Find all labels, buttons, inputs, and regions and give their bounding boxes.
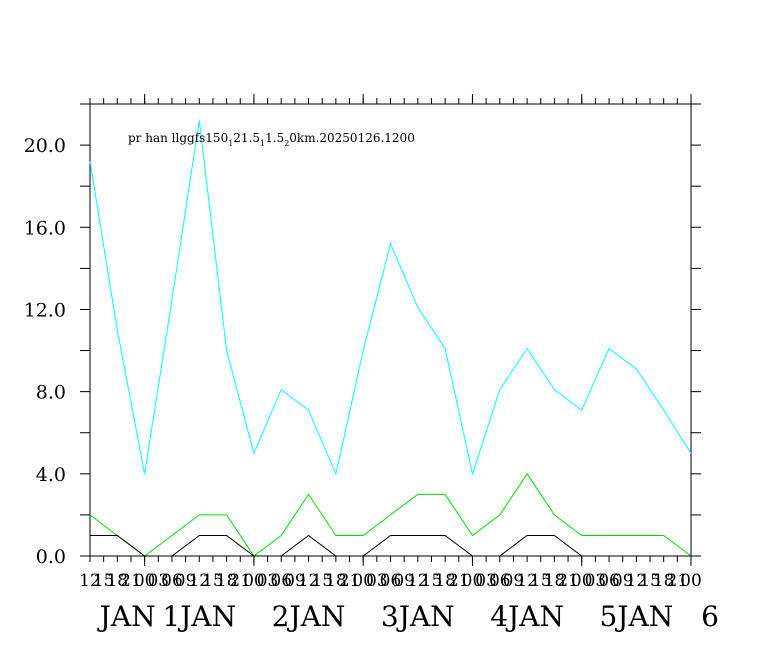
- x-hour-label: 12: [626, 571, 648, 591]
- series-line-2: [89, 472, 692, 557]
- chart-title-part: 2: [284, 139, 289, 148]
- x-hour-label: 15: [93, 571, 115, 591]
- x-hour-label: 18: [325, 571, 347, 591]
- x-hour-label: 03: [366, 571, 388, 591]
- x-hour-label: 06: [161, 571, 183, 591]
- x-hour-label: 00: [352, 571, 374, 591]
- plot-frame: [89, 103, 692, 557]
- chart-title-part: 1: [260, 139, 265, 148]
- x-hour-label: 00: [134, 571, 156, 591]
- x-hour-label: 12: [298, 571, 320, 591]
- x-hour-label: 12: [516, 571, 538, 591]
- x-date-label: 2JAN: [272, 600, 346, 633]
- x-hour-label: 09: [393, 571, 415, 591]
- y-tick-label: 12.0: [24, 299, 66, 321]
- x-axis: 1215182100030609121518210003060912151821…: [79, 94, 719, 633]
- x-hour-label: 12: [188, 571, 210, 591]
- x-hour-label: 06: [270, 571, 292, 591]
- x-hour-label: 03: [147, 571, 169, 591]
- x-date-label: 6: [701, 600, 719, 633]
- x-hour-label: 18: [653, 571, 675, 591]
- y-tick-label: 16.0: [24, 217, 66, 239]
- chart-title-part: 1: [228, 139, 233, 148]
- x-hour-label: 21: [557, 571, 579, 591]
- x-hour-label: 21: [448, 571, 470, 591]
- series-line-3: [90, 534, 691, 557]
- x-hour-label: 12: [79, 571, 101, 591]
- chart-title-part: 21.5: [233, 131, 260, 145]
- y-tick-label: 20.0: [24, 135, 66, 157]
- x-hour-label: 12: [407, 571, 429, 591]
- x-hour-label: 09: [612, 571, 634, 591]
- x-date-label: 5JAN: [599, 600, 673, 633]
- x-hour-label: 15: [311, 571, 333, 591]
- x-hour-label: 00: [680, 571, 702, 591]
- y-tick-label: 8.0: [36, 382, 66, 404]
- x-hour-label: 18: [216, 571, 238, 591]
- x-date-label: 3JAN: [381, 600, 455, 633]
- x-date-label: JAN: [97, 600, 156, 633]
- y-tick-label: 0.0: [36, 546, 66, 568]
- x-hour-label: 21: [120, 571, 142, 591]
- x-hour-label: 09: [175, 571, 197, 591]
- y-axis: 0.0 4.0 8.0 12.0 16.0 20.0: [24, 103, 701, 568]
- x-hour-label: 03: [475, 571, 497, 591]
- x-hour-label: 03: [585, 571, 607, 591]
- x-date-label: 1JAN: [162, 600, 236, 633]
- x-hour-label: 06: [598, 571, 620, 591]
- x-hour-label: 18: [106, 571, 128, 591]
- x-hour-label: 00: [243, 571, 265, 591]
- x-hour-label: 15: [202, 571, 224, 591]
- x-hour-label: 09: [284, 571, 306, 591]
- x-hour-label: 06: [380, 571, 402, 591]
- x-hour-label: 18: [544, 571, 566, 591]
- chart-title-part: pr han llggfs150: [128, 131, 228, 145]
- y-tick-label: 4.0: [36, 464, 66, 486]
- x-hour-label: 06: [489, 571, 511, 591]
- x-hour-label: 15: [639, 571, 661, 591]
- x-date-label: 4JAN: [490, 600, 564, 633]
- x-hour-label: 15: [421, 571, 443, 591]
- chart-title: pr han llggfs150121.511.520km.20250126.1…: [128, 131, 415, 148]
- x-hour-label: 03: [257, 571, 279, 591]
- chart-title-part: 0km.20250126.1200: [289, 131, 415, 145]
- x-hour-label: 21: [667, 571, 689, 591]
- x-hour-label: 15: [530, 571, 552, 591]
- chart-title-part: 1.5: [265, 131, 284, 145]
- series-layer: [89, 120, 692, 557]
- x-hour-label: 21: [229, 571, 251, 591]
- series-line-1: [89, 120, 692, 476]
- x-hour-label: 00: [462, 571, 484, 591]
- x-hour-label: 00: [571, 571, 593, 591]
- x-hour-label: 09: [503, 571, 525, 591]
- x-hour-label: 21: [339, 571, 361, 591]
- x-hour-label: 18: [434, 571, 456, 591]
